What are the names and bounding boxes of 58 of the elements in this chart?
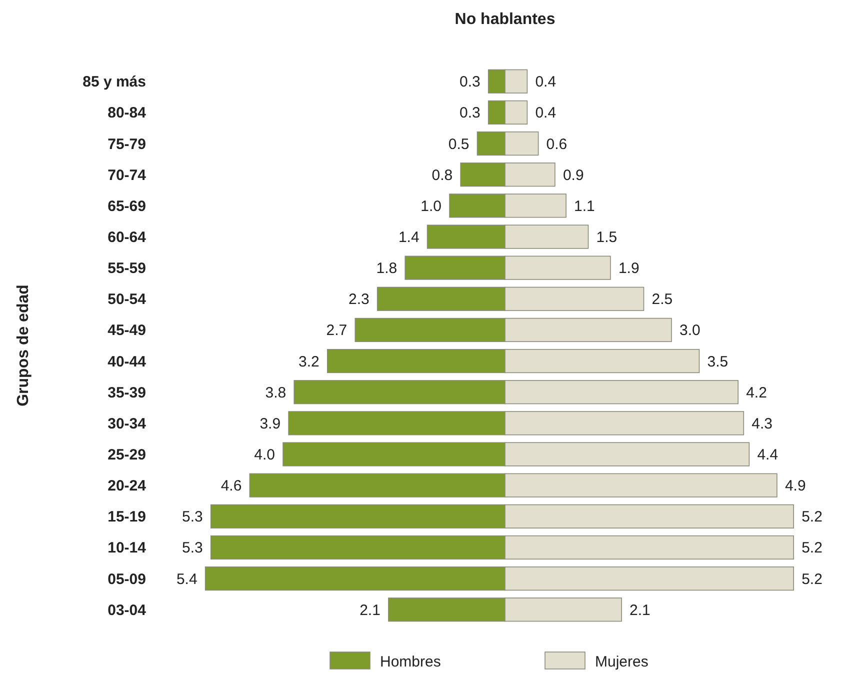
y-tick-label: 05-09 (108, 570, 146, 588)
data-label: 1.4 (398, 228, 420, 246)
legend-label: Mujeres (595, 653, 648, 670)
data-label: 2.3 (348, 291, 370, 308)
data-label: 1.1 (574, 198, 595, 215)
data-label: 0.4 (535, 74, 556, 91)
data-label: 4.3 (752, 415, 773, 432)
y-tick-label: 55-59 (108, 260, 146, 278)
data-label: 0.3 (459, 104, 480, 122)
data-label: 3.0 (680, 322, 700, 340)
y-tick-label: 35-39 (108, 384, 146, 402)
data-label: 1.9 (618, 260, 640, 278)
data-label: 2.1 (630, 602, 650, 619)
y-tick-label: 60-64 (108, 228, 147, 246)
data-label: 3.8 (265, 384, 286, 402)
y-tick-label: 15-19 (108, 508, 146, 526)
data-label: 0.8 (432, 166, 453, 184)
data-label: 0.4 (535, 104, 556, 122)
data-label: 1.0 (420, 198, 442, 215)
data-label: 2.1 (360, 602, 380, 619)
chart-title: No hablantes (454, 11, 556, 28)
legend-label: Hombres (380, 653, 441, 670)
y-tick-label: 65-69 (108, 198, 146, 215)
y-tick-label: 25-29 (108, 446, 146, 464)
data-label: 4.0 (254, 446, 275, 464)
y-tick-label: 45-49 (108, 322, 146, 340)
data-label: 3.2 (298, 353, 320, 370)
data-label: 4.6 (220, 478, 242, 495)
data-label: 0.3 (459, 74, 480, 91)
y-tick-label: 85 y más (82, 74, 146, 91)
data-label: 5.2 (802, 540, 822, 557)
data-label: 3.9 (260, 415, 281, 432)
data-label: 5.3 (182, 540, 203, 557)
y-tick-label: 20-24 (108, 478, 147, 495)
data-label: 5.2 (802, 508, 822, 526)
y-tick-label: 75-79 (108, 136, 146, 153)
data-label: 0.5 (448, 136, 470, 153)
data-label: 5.3 (182, 508, 203, 526)
data-label: 0.6 (546, 136, 568, 153)
data-label: 2.7 (326, 322, 348, 340)
data-label: 4.2 (746, 384, 767, 402)
y-tick-label: 40-44 (108, 353, 147, 370)
data-label: 0.9 (562, 166, 584, 184)
data-label: 4.4 (757, 446, 778, 464)
data-label: 2.5 (652, 291, 673, 308)
y-axis-title: Grupos de edad (15, 284, 32, 406)
data-label: 1.5 (596, 228, 618, 246)
y-tick-label: 70-74 (108, 166, 147, 184)
data-label: 1.8 (376, 260, 398, 278)
data-label: 3.5 (707, 353, 728, 370)
data-label: 5.2 (802, 570, 822, 588)
y-tick-label: 80-84 (108, 104, 147, 122)
y-tick-label: 10-14 (108, 540, 147, 557)
data-label: 5.4 (176, 570, 198, 588)
y-tick-label: 50-54 (108, 291, 147, 308)
y-tick-label: 30-34 (108, 415, 147, 432)
data-label: 4.9 (784, 478, 806, 495)
y-tick-label: 03-04 (108, 602, 147, 619)
